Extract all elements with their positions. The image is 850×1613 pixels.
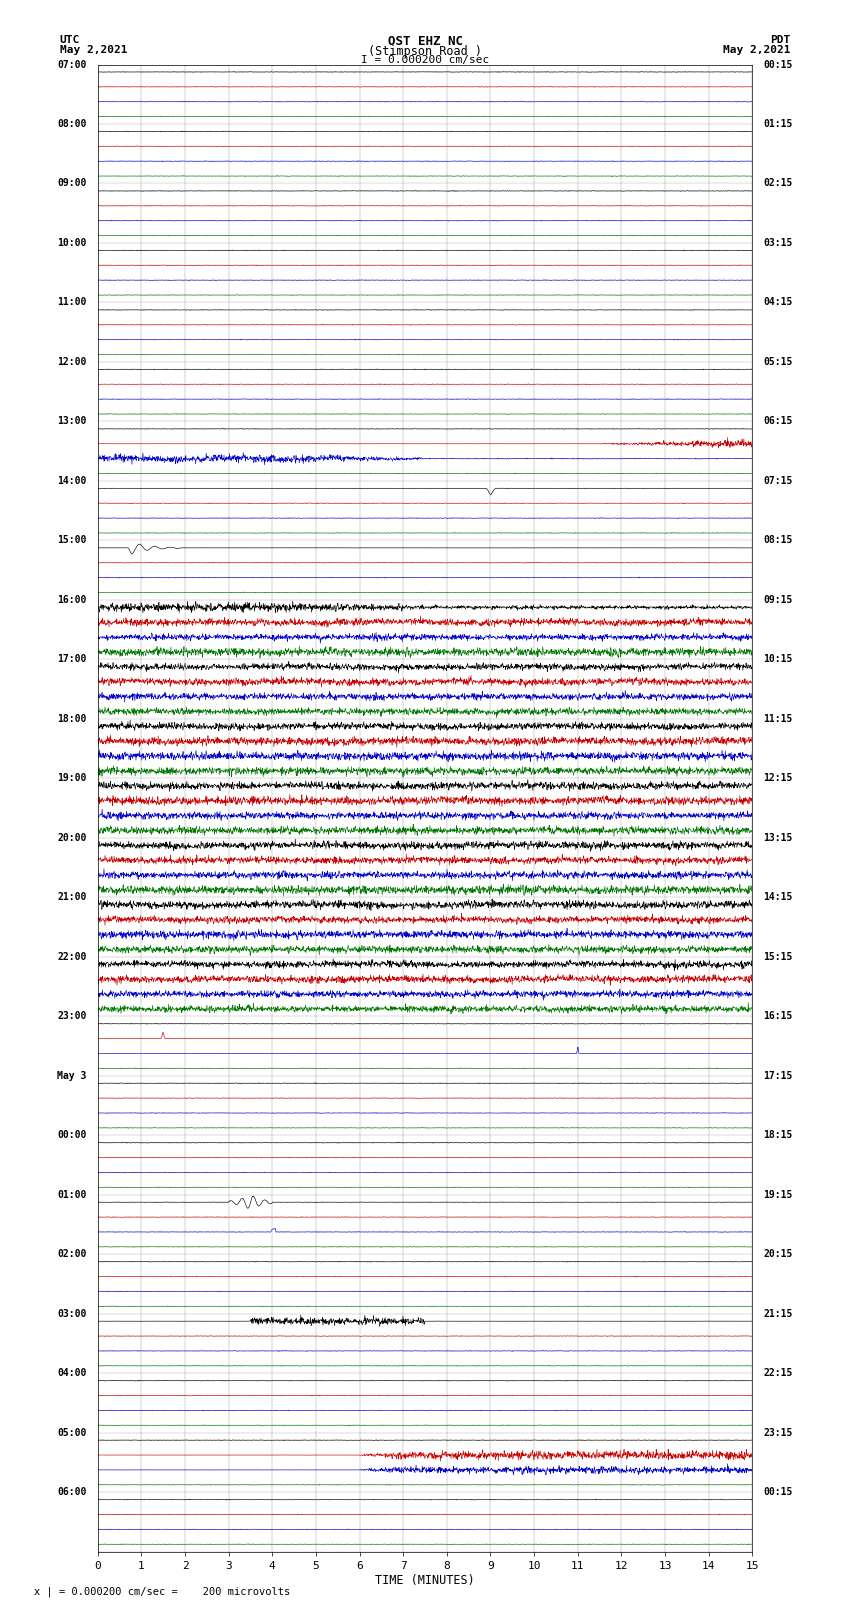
Text: 07:00: 07:00 (58, 60, 87, 69)
Text: 18:15: 18:15 (763, 1131, 792, 1140)
Text: 21:00: 21:00 (58, 892, 87, 902)
Text: 16:15: 16:15 (763, 1011, 792, 1021)
Text: 09:00: 09:00 (58, 179, 87, 189)
Text: 14:00: 14:00 (58, 476, 87, 486)
Text: 07:15: 07:15 (763, 476, 792, 486)
Text: 15:00: 15:00 (58, 536, 87, 545)
Text: PDT: PDT (770, 35, 790, 45)
X-axis label: TIME (MINUTES): TIME (MINUTES) (375, 1574, 475, 1587)
Text: 11:15: 11:15 (763, 715, 792, 724)
Text: 10:00: 10:00 (58, 239, 87, 248)
Text: 03:15: 03:15 (763, 239, 792, 248)
Text: May 2,2021: May 2,2021 (723, 45, 791, 55)
Text: 19:00: 19:00 (58, 773, 87, 784)
Text: 06:15: 06:15 (763, 416, 792, 426)
Text: 09:15: 09:15 (763, 595, 792, 605)
Text: x | = 0.000200 cm/sec =    200 microvolts: x | = 0.000200 cm/sec = 200 microvolts (34, 1586, 290, 1597)
Text: 13:15: 13:15 (763, 832, 792, 844)
Text: 23:15: 23:15 (763, 1428, 792, 1437)
Text: 12:15: 12:15 (763, 773, 792, 784)
Text: 05:15: 05:15 (763, 356, 792, 366)
Text: 18:00: 18:00 (58, 715, 87, 724)
Text: UTC: UTC (60, 35, 80, 45)
Text: OST EHZ NC: OST EHZ NC (388, 35, 462, 48)
Text: 00:15: 00:15 (763, 1487, 792, 1497)
Text: 00:00: 00:00 (58, 1131, 87, 1140)
Text: 14:15: 14:15 (763, 892, 792, 902)
Text: 17:00: 17:00 (58, 655, 87, 665)
Text: May 2,2021: May 2,2021 (60, 45, 127, 55)
Text: 04:15: 04:15 (763, 297, 792, 308)
Text: 01:00: 01:00 (58, 1190, 87, 1200)
Text: (Stimpson Road ): (Stimpson Road ) (368, 45, 482, 58)
Text: 01:15: 01:15 (763, 119, 792, 129)
Text: I = 0.000200 cm/sec: I = 0.000200 cm/sec (361, 55, 489, 65)
Text: 22:15: 22:15 (763, 1368, 792, 1378)
Text: May 3: May 3 (58, 1071, 87, 1081)
Text: 23:00: 23:00 (58, 1011, 87, 1021)
Text: 05:00: 05:00 (58, 1428, 87, 1437)
Text: 13:00: 13:00 (58, 416, 87, 426)
Text: 08:00: 08:00 (58, 119, 87, 129)
Text: 19:15: 19:15 (763, 1190, 792, 1200)
Text: 20:15: 20:15 (763, 1250, 792, 1260)
Text: 15:15: 15:15 (763, 952, 792, 961)
Text: 17:15: 17:15 (763, 1071, 792, 1081)
Text: 20:00: 20:00 (58, 832, 87, 844)
Text: 02:00: 02:00 (58, 1250, 87, 1260)
Text: 04:00: 04:00 (58, 1368, 87, 1378)
Text: 02:15: 02:15 (763, 179, 792, 189)
Text: 22:00: 22:00 (58, 952, 87, 961)
Text: 08:15: 08:15 (763, 536, 792, 545)
Text: 06:00: 06:00 (58, 1487, 87, 1497)
Text: 03:00: 03:00 (58, 1308, 87, 1319)
Text: 12:00: 12:00 (58, 356, 87, 366)
Text: 10:15: 10:15 (763, 655, 792, 665)
Text: 16:00: 16:00 (58, 595, 87, 605)
Text: 00:15: 00:15 (763, 60, 792, 69)
Text: 21:15: 21:15 (763, 1308, 792, 1319)
Text: 11:00: 11:00 (58, 297, 87, 308)
